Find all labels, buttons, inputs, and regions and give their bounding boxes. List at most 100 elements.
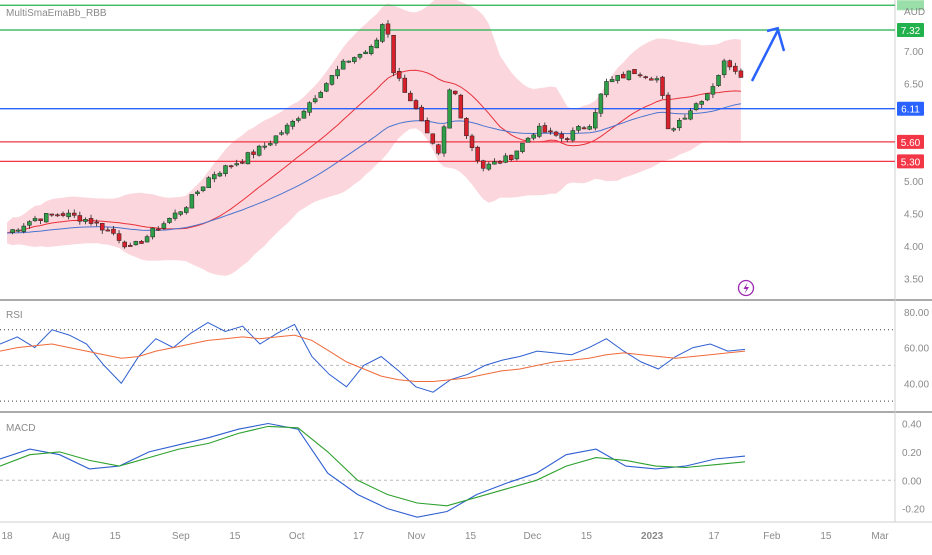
candle-body — [357, 54, 363, 58]
candle-body — [268, 143, 273, 146]
currency-label: AUD — [904, 7, 925, 18]
time-tick-label: 2023 — [641, 531, 664, 542]
candle-body — [66, 212, 71, 218]
candle-body — [335, 69, 340, 77]
candle-body — [492, 161, 497, 165]
candle-body — [587, 126, 592, 130]
candle-body — [374, 39, 380, 49]
time-tick-label: 15 — [465, 531, 477, 542]
time-tick-label: 15 — [110, 531, 122, 542]
candle-body — [486, 163, 492, 170]
candle-body — [71, 212, 77, 216]
level-tag — [897, 101, 924, 116]
candle-body — [542, 125, 548, 133]
candle-body — [133, 241, 139, 246]
candle-body — [738, 70, 744, 78]
candle-body — [503, 155, 508, 163]
candle-body — [116, 233, 122, 241]
macd-tick-label: -0.20 — [902, 505, 925, 516]
candle-body — [128, 245, 133, 247]
candle-body — [206, 177, 211, 189]
time-tick-label: Feb — [763, 531, 781, 542]
candle-body — [649, 78, 654, 81]
candle-body — [200, 186, 206, 191]
candle-body — [391, 34, 396, 74]
price-tick-label: 7.00 — [904, 47, 924, 58]
price-tick-label: 5.00 — [904, 177, 924, 188]
candle-body — [256, 145, 262, 156]
candle-body — [531, 134, 536, 139]
forecast-arrow[interactable] — [750, 26, 786, 82]
price-tick-label: 4.00 — [904, 242, 924, 253]
candle-body — [161, 223, 167, 229]
candle-body — [10, 229, 15, 233]
candle-body — [693, 103, 699, 111]
candle-body — [665, 94, 671, 130]
candle-body — [497, 161, 503, 164]
candle-body — [88, 218, 94, 224]
candle-body — [111, 228, 116, 234]
level-tag — [897, 154, 924, 169]
candle-body — [352, 57, 357, 62]
candle-body — [705, 93, 710, 101]
candle-body — [167, 217, 172, 223]
candle-body — [469, 135, 475, 148]
candle-body — [559, 133, 564, 139]
candle-body — [565, 138, 570, 141]
candle-body — [413, 100, 419, 109]
candle-body — [385, 23, 391, 35]
candle-body — [464, 118, 469, 137]
candle-body — [139, 241, 144, 244]
candle-body — [251, 151, 256, 155]
candle-body — [172, 212, 178, 219]
candle-body — [144, 236, 150, 243]
candle-body — [520, 142, 525, 152]
candle-body — [408, 92, 413, 102]
candle-body — [240, 161, 245, 164]
time-tick-label: Dec — [523, 531, 541, 542]
candle-body — [27, 221, 32, 226]
candle-body — [581, 127, 587, 130]
time-tick-label: 15 — [581, 531, 593, 542]
candle-body — [604, 81, 609, 96]
candle-body — [83, 219, 88, 222]
level-tag — [897, 22, 924, 37]
time-tick-label: 17 — [708, 531, 720, 542]
candle-body — [15, 229, 21, 232]
price-tick-label: 6.50 — [904, 79, 924, 90]
candle-body — [284, 124, 290, 134]
time-tick-label: Sep — [172, 531, 190, 542]
candle-body — [217, 172, 223, 177]
time-tick-label: Aug — [52, 531, 70, 542]
candle-body — [212, 174, 217, 180]
candle-body — [346, 60, 352, 63]
candle-body — [424, 120, 430, 134]
candle-body — [419, 106, 424, 122]
candle-body — [508, 154, 514, 160]
grid-layer — [0, 0, 932, 523]
macd-tick-label: 0.00 — [902, 476, 922, 487]
candle-body — [733, 65, 738, 72]
candle-body — [178, 211, 183, 215]
lightning-icon[interactable] — [737, 279, 755, 297]
candle-body — [234, 163, 239, 166]
candle-body — [223, 165, 228, 174]
candle-body — [441, 126, 447, 154]
sma-line — [6, 69, 741, 234]
level-tag-text: 5.60 — [901, 138, 921, 149]
horizontal-levels[interactable]: 7.32 6.11 5.60 5.30 — [0, 0, 924, 169]
candle-body — [312, 98, 318, 103]
candle-body — [682, 117, 688, 120]
level-tag-text: 7.32 — [901, 26, 921, 37]
candle-body — [452, 90, 458, 95]
rsi-label: RSI — [6, 310, 23, 321]
candle-body — [43, 213, 49, 223]
candle-body — [189, 194, 195, 209]
candle-body — [480, 160, 486, 169]
candle-body — [727, 60, 732, 68]
macd-panel — [0, 422, 895, 518]
candle-body — [699, 101, 704, 105]
ema-line — [6, 103, 741, 234]
